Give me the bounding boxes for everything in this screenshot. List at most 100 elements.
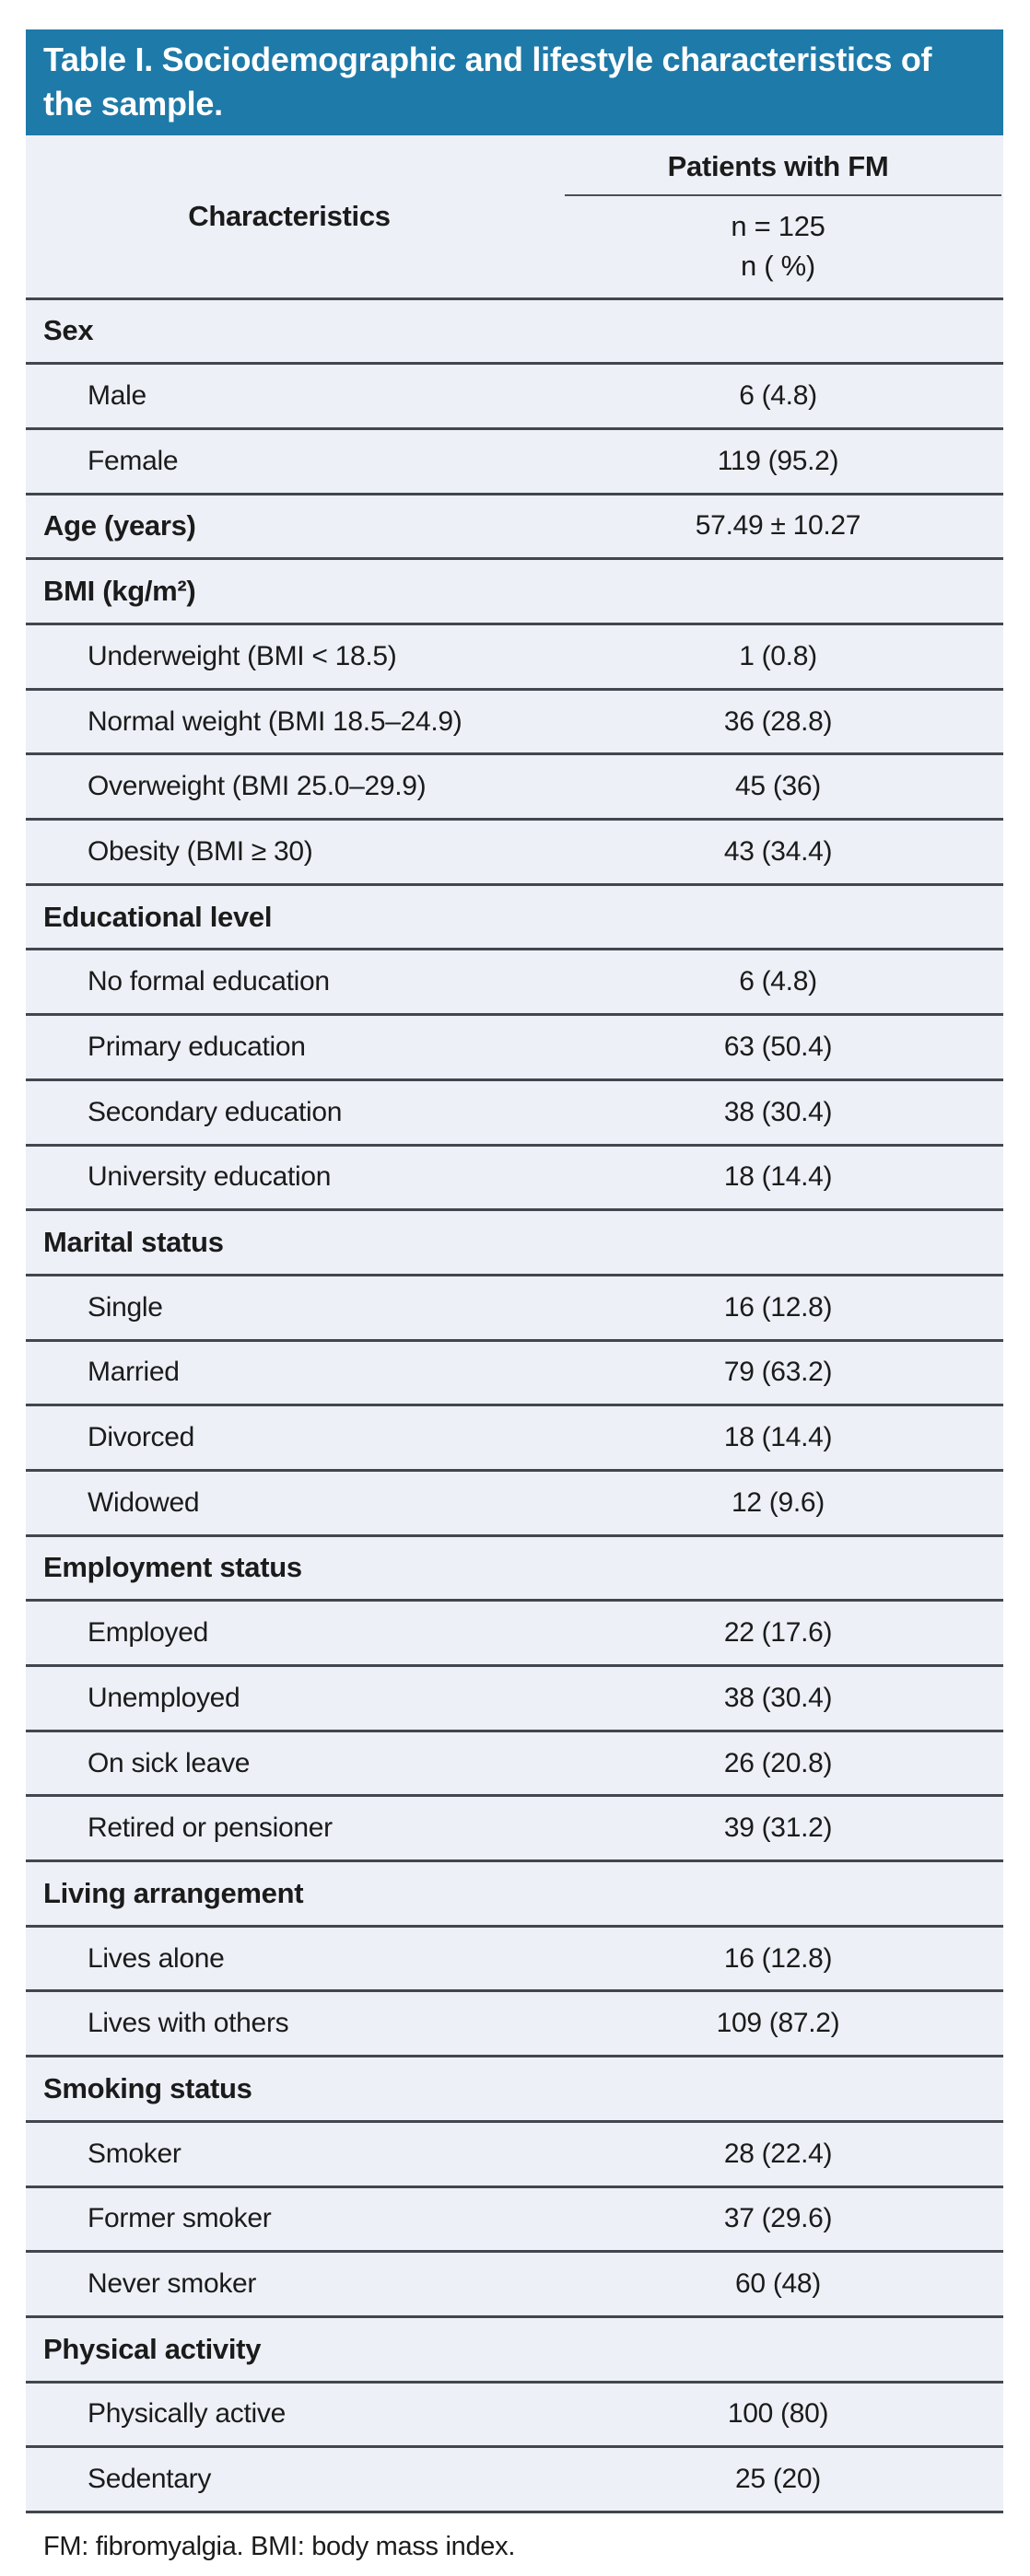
table-row: Obesity (BMI ≥ 30) 43 (34.4) bbox=[26, 821, 1003, 886]
table-row: Sex bbox=[26, 299, 1003, 366]
row-value: 28 (22.4) bbox=[723, 2138, 833, 2169]
row-label: Overweight (BMI 25.0–29.9) bbox=[88, 771, 427, 802]
table-row: Age (years) 57.49 ± 10.27 bbox=[26, 495, 1003, 561]
table-row: Employment status bbox=[26, 1536, 1003, 1603]
row-value: 37 (29.6) bbox=[723, 2203, 833, 2234]
row-value: 36 (28.8) bbox=[723, 705, 833, 737]
rows-container: Sex Male 6 (4.8) Female 119 (95.2) Age (… bbox=[26, 299, 1003, 2513]
footnote: FM: fibromyalgia. BMI: body mass index. bbox=[43, 2531, 516, 2561]
row-label: On sick leave bbox=[88, 1747, 251, 1778]
row-value: 1 (0.8) bbox=[739, 640, 817, 671]
row-value: 57.49 ± 10.27 bbox=[695, 510, 861, 542]
row-value: 26 (20.8) bbox=[723, 1747, 833, 1778]
row-value: 25 (20) bbox=[735, 2464, 821, 2495]
row-label: Obesity (BMI ≥ 30) bbox=[88, 835, 313, 867]
row-label: Smoker bbox=[88, 2138, 181, 2169]
row-value: 119 (95.2) bbox=[717, 445, 839, 476]
table-row: Marital status bbox=[26, 1211, 1003, 1276]
table-row: Secondary education 38 (30.4) bbox=[26, 1080, 1003, 1147]
table-row: Former smoker 37 (29.6) bbox=[26, 2187, 1003, 2254]
row-label: Retired or pensioner bbox=[88, 1813, 333, 1844]
table-row: Living arrangement bbox=[26, 1862, 1003, 1928]
table-row: Single 16 (12.8) bbox=[26, 1276, 1003, 1342]
row-value: 38 (30.4) bbox=[723, 1096, 833, 1127]
row-label: Married bbox=[88, 1357, 180, 1388]
row-label: Underweight (BMI < 18.5) bbox=[88, 640, 397, 671]
row-label: Unemployed bbox=[88, 1682, 240, 1713]
table-row: Male 6 (4.8) bbox=[26, 365, 1003, 430]
row-label: Sex bbox=[43, 314, 94, 347]
table-row: Smoking status bbox=[26, 2057, 1003, 2123]
table-row: On sick leave 26 (20.8) bbox=[26, 1731, 1003, 1798]
table-row: Never smoker 60 (48) bbox=[26, 2253, 1003, 2318]
characteristics-header: Characteristics bbox=[188, 199, 391, 232]
row-value: 38 (30.4) bbox=[723, 1682, 833, 1713]
row-label: Physical activity bbox=[43, 2332, 262, 2365]
row-value: 100 (80) bbox=[727, 2398, 829, 2430]
row-label: Normal weight (BMI 18.5–24.9) bbox=[88, 705, 462, 737]
n-percent: n ( %) bbox=[741, 249, 815, 282]
row-label: Smoking status bbox=[43, 2071, 252, 2104]
table-row: Physically active 100 (80) bbox=[26, 2383, 1003, 2449]
table-row: Employed 22 (17.6) bbox=[26, 1602, 1003, 1667]
row-label: Living arrangement bbox=[43, 1876, 304, 1909]
table-row: No formal education 6 (4.8) bbox=[26, 950, 1003, 1017]
table-row: University education 18 (14.4) bbox=[26, 1146, 1003, 1212]
row-label: Educational level bbox=[43, 900, 273, 933]
row-label: Secondary education bbox=[88, 1096, 343, 1127]
row-label: No formal education bbox=[88, 966, 330, 997]
table-row: Educational level bbox=[26, 885, 1003, 951]
row-value: 43 (34.4) bbox=[723, 835, 833, 867]
row-value: 18 (14.4) bbox=[723, 1422, 833, 1453]
row-label: Sedentary bbox=[88, 2464, 212, 2495]
row-label: Female bbox=[88, 445, 179, 476]
table-row: Overweight (BMI 25.0–29.9) 45 (36) bbox=[26, 755, 1003, 822]
table-row: Smoker 28 (22.4) bbox=[26, 2122, 1003, 2188]
row-label: Male bbox=[88, 380, 146, 412]
table-row: Lives with others 109 (87.2) bbox=[26, 1992, 1003, 2058]
row-value: 16 (12.8) bbox=[723, 1942, 833, 1974]
table-row: Divorced 18 (14.4) bbox=[26, 1406, 1003, 1472]
row-label: University education bbox=[88, 1161, 332, 1193]
row-label: Marital status bbox=[43, 1226, 224, 1259]
table-title: Table I. Sociodemographic and lifestyle … bbox=[43, 41, 932, 122]
n-count: n = 125 bbox=[731, 210, 825, 243]
characteristics-header-cell: Characteristics bbox=[26, 135, 553, 297]
row-value: 79 (63.2) bbox=[723, 1357, 833, 1388]
row-value: 63 (50.4) bbox=[723, 1031, 833, 1062]
row-value: 39 (31.2) bbox=[723, 1813, 833, 1844]
table: Table I. Sociodemographic and lifestyle … bbox=[26, 29, 1003, 2562]
row-value: 12 (9.6) bbox=[732, 1486, 825, 1518]
table-row: Sedentary 25 (20) bbox=[26, 2448, 1003, 2513]
row-value: 22 (17.6) bbox=[723, 1617, 833, 1649]
patients-with-fm-header: Patients with FM bbox=[667, 150, 889, 183]
table-row: Widowed 12 (9.6) bbox=[26, 1471, 1003, 1537]
row-value: 109 (87.2) bbox=[716, 2008, 840, 2039]
row-value: 18 (14.4) bbox=[723, 1161, 833, 1193]
table-row: Physical activity bbox=[26, 2317, 1003, 2384]
row-value: 16 (12.8) bbox=[723, 1291, 833, 1323]
row-label: Age (years) bbox=[43, 509, 196, 542]
row-label: Never smoker bbox=[88, 2268, 257, 2300]
table-row: Underweight (BMI < 18.5) 1 (0.8) bbox=[26, 625, 1003, 691]
table-row: Retired or pensioner 39 (31.2) bbox=[26, 1797, 1003, 1863]
row-value: 45 (36) bbox=[735, 771, 821, 802]
table-row: Lives alone 16 (12.8) bbox=[26, 1927, 1003, 1993]
row-value: 6 (4.8) bbox=[739, 966, 817, 997]
row-label: Lives with others bbox=[88, 2008, 289, 2039]
table-row: Primary education 63 (50.4) bbox=[26, 1016, 1003, 1081]
row-value: 6 (4.8) bbox=[739, 380, 817, 412]
row-label: BMI (kg/m²) bbox=[43, 575, 196, 608]
row-label: Lives alone bbox=[88, 1942, 225, 1974]
row-label: Employed bbox=[88, 1617, 209, 1649]
row-value: 60 (48) bbox=[735, 2268, 821, 2300]
row-label: Primary education bbox=[88, 1031, 306, 1062]
patients-header-cell: Patients with FM n = 125 n ( %) bbox=[553, 135, 1003, 297]
column-header-row: Characteristics Patients with FM n = 125… bbox=[26, 135, 1003, 300]
table-row: Married 79 (63.2) bbox=[26, 1341, 1003, 1407]
patients-underline bbox=[565, 194, 1001, 197]
row-label: Employment status bbox=[43, 1551, 302, 1584]
row-label: Physically active bbox=[88, 2398, 286, 2430]
table-title-bar: Table I. Sociodemographic and lifestyle … bbox=[26, 29, 1003, 136]
